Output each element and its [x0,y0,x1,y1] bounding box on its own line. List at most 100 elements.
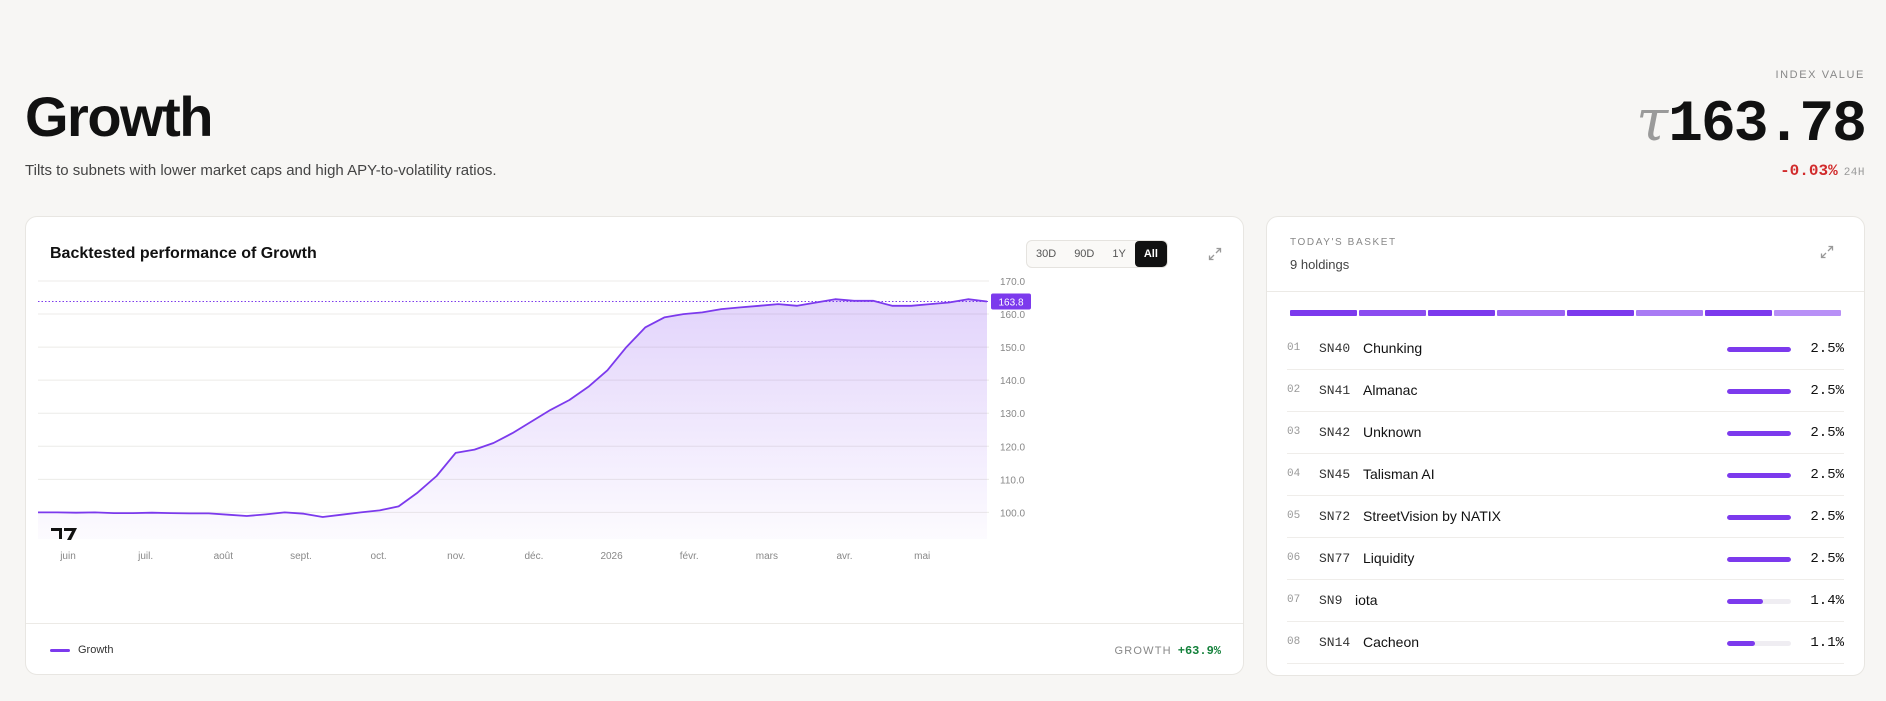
holding-weight-bar [1727,599,1791,604]
holding-weight-bar [1727,389,1791,394]
allocation-segment [1359,310,1427,316]
holding-weight-bar [1727,515,1791,520]
chart-card: Backtested performance of Growth 30D 90D… [25,216,1244,675]
x-tick-label: déc. [524,551,543,562]
holding-subnet-code: SN72 [1319,509,1351,524]
change-period: 24H [1843,167,1865,179]
index-change: -0.03% 24H [1780,162,1865,180]
holding-percent: 2.5% [1810,509,1844,525]
holding-name: Cacheon [1363,634,1420,650]
holding-weight-fill [1727,599,1763,604]
holding-subnet-code: SN14 [1319,635,1351,650]
expand-chart-button[interactable] [1204,243,1226,265]
holding-weight-fill [1727,557,1791,562]
holding-weight-bar [1727,557,1791,562]
x-tick-label: mars [756,551,778,562]
holding-row[interactable]: 08 SN14 Cacheon 1.1% [1287,622,1844,664]
holding-rank: 04 [1287,468,1301,480]
series-area-growth [38,299,987,539]
index-value-number: 163.78 [1668,93,1867,158]
holding-weight-bar [1727,431,1791,436]
holding-row[interactable]: 02 SN41 Almanac 2.5% [1287,370,1844,412]
index-value-label: INDEX VALUE [1775,69,1865,81]
y-tick-label: 170.0 [1000,277,1025,288]
holding-rank: 03 [1287,426,1301,438]
last-value-badge [991,293,1031,310]
range-90d-button[interactable]: 90D [1074,248,1095,260]
y-tick-label: 160.0 [1000,310,1025,321]
change-value: -0.03% [1780,162,1838,180]
holding-weight-bar [1727,473,1791,478]
holding-row[interactable]: 05 SN72 StreetVision by NATIX 2.5% [1287,496,1844,538]
range-1y-button[interactable]: 1Y [1112,248,1126,260]
holding-subnet-code: SN41 [1319,383,1351,398]
holding-row[interactable]: 06 SN77 Liquidity 2.5% [1287,538,1844,580]
range-all-button[interactable]: All [1134,241,1167,267]
holding-rank: 06 [1287,552,1301,564]
holding-rank: 07 [1287,594,1301,606]
chart-legend: Growth [50,644,113,656]
holding-subnet-code: SN40 [1319,341,1351,356]
x-tick-label: août [214,551,234,562]
holding-weight-fill [1727,389,1791,394]
range-30d-button[interactable]: 30D [1036,248,1057,260]
holding-rank: 02 [1287,384,1301,396]
allocation-segment [1497,310,1565,316]
holding-row[interactable]: 07 SN9 iota 1.4% [1287,580,1844,622]
index-value: τ163.78 [1636,86,1867,158]
holding-weight-fill [1727,473,1791,478]
page-title: Growth [25,85,213,148]
holding-percent: 2.5% [1810,467,1844,483]
holding-name: Chunking [1363,340,1423,356]
performance-value: +63.9% [1177,644,1221,658]
x-tick-label: nov. [447,551,465,562]
holding-weight-bar [1727,641,1791,646]
holding-row[interactable]: 03 SN42 Unknown 2.5% [1287,412,1844,454]
chart-footer: Growth GROWTH +63.9% [26,623,1243,675]
y-tick-label: 130.0 [1000,409,1025,420]
holding-row[interactable]: 04 SN45 Talisman AI 2.5% [1287,454,1844,496]
x-tick-label: 2026 [600,551,623,562]
allocation-bar [1290,310,1841,316]
holding-weight-bar [1727,347,1791,352]
holding-percent: 2.5% [1810,383,1844,399]
holding-name: Liquidity [1363,550,1415,566]
basket-header: TODAY'S BASKET 9 holdings [1267,217,1864,292]
holding-percent: 2.5% [1810,425,1844,441]
holding-subnet-code: SN9 [1319,593,1343,608]
x-tick-label: avr. [836,551,852,562]
performance-chart: 100.0 110.0 120.0 130.0 140.0 150.0 160.0 170.0… [38,277,1031,562]
holding-percent: 2.5% [1810,551,1844,567]
holding-name: StreetVision by NATIX [1363,508,1501,524]
y-tick-label: 100.0 [1000,508,1025,519]
page-subtitle: Tilts to subnets with lower market caps … [25,162,497,179]
holding-name: iota [1355,592,1378,608]
holding-percent: 1.1% [1810,635,1844,651]
holding-name: Almanac [1363,382,1418,398]
holding-rank: 05 [1287,510,1301,522]
holding-rank: 01 [1287,342,1301,354]
holding-name: Talisman AI [1363,466,1435,482]
holding-rank: 08 [1287,636,1301,648]
expand-icon [1208,247,1222,261]
x-tick-label: mai [914,551,930,562]
expand-basket-button[interactable] [1816,241,1838,263]
x-tick-label: févr. [680,551,699,562]
x-tick-label: sept. [290,551,312,562]
allocation-segment [1704,310,1772,316]
basket-card: TODAY'S BASKET 9 holdings 01 SN40 Chunking… [1266,216,1865,676]
holding-percent: 1.4% [1810,593,1844,609]
y-tick-label: 150.0 [1000,343,1025,354]
y-tick-label: 120.0 [1000,442,1025,453]
y-tick-label: 140.0 [1000,376,1025,387]
legend-label: Growth [78,644,114,656]
basket-count: 9 holdings [1290,257,1350,272]
x-tick-label: juin [59,551,76,562]
holding-row[interactable]: 01 SN40 Chunking 2.5% [1287,328,1844,370]
expand-icon [1820,245,1834,259]
performance-label: GROWTH [1114,645,1172,657]
holding-weight-fill [1727,431,1791,436]
allocation-segment [1773,310,1841,316]
holding-subnet-code: SN45 [1319,467,1351,482]
chart-title: Backtested performance of Growth [50,245,317,262]
